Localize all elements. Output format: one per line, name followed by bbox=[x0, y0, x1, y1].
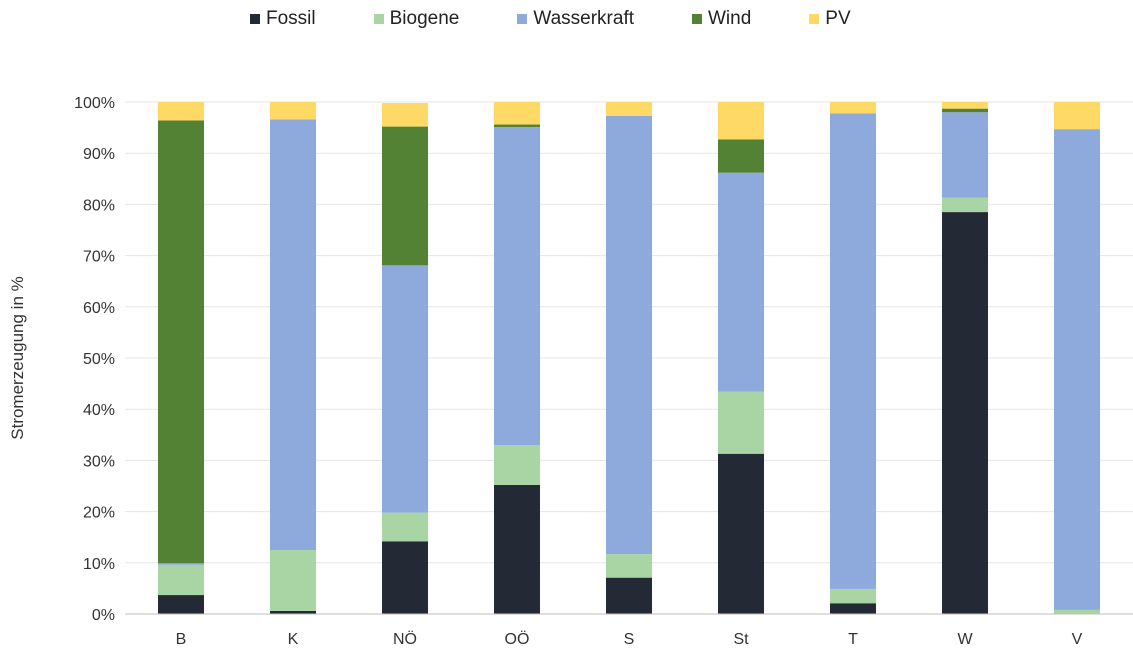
legend-label: Biogene bbox=[389, 8, 460, 29]
bar-pv-V bbox=[1054, 102, 1100, 130]
bar-biogene-W bbox=[942, 197, 988, 213]
bar-wasserkraft-NÖ bbox=[382, 265, 428, 513]
bar-wasserkraft-B bbox=[158, 563, 204, 565]
x-tick-label: NÖ bbox=[393, 630, 417, 648]
x-tick-label: V bbox=[1072, 631, 1083, 648]
legend-label: PV bbox=[825, 8, 851, 29]
bar-fossil-NÖ bbox=[382, 541, 428, 614]
bar-biogene-OÖ bbox=[494, 445, 540, 485]
bar-pv-NÖ bbox=[382, 103, 428, 127]
bar-fossil-K bbox=[270, 610, 316, 614]
x-tick-label: K bbox=[288, 631, 299, 648]
y-tick-label: 40% bbox=[83, 402, 115, 419]
x-tick-label: S bbox=[624, 631, 635, 648]
bar-biogene-B bbox=[158, 564, 204, 596]
x-tick-label: T bbox=[848, 631, 858, 648]
bar-pv-T bbox=[830, 102, 876, 114]
legend-swatch bbox=[517, 14, 528, 24]
y-tick-label: 60% bbox=[83, 300, 115, 317]
y-tick-label: 20% bbox=[83, 505, 115, 522]
bar-biogene-V bbox=[1054, 609, 1100, 614]
bar-biogene-T bbox=[830, 588, 876, 604]
bar-wasserkraft-W bbox=[942, 112, 988, 198]
bar-biogene-S bbox=[606, 554, 652, 578]
bar-wasserkraft-OÖ bbox=[494, 127, 540, 446]
legend-item-wasserkraft: Wasserkraft bbox=[517, 8, 634, 30]
bar-biogene-NÖ bbox=[382, 512, 428, 542]
legend-label: Fossil bbox=[266, 8, 316, 29]
legend-swatch bbox=[809, 14, 820, 24]
bar-wind-OÖ bbox=[494, 124, 540, 128]
legend-item-wind: Wind bbox=[692, 8, 751, 30]
bar-pv-K bbox=[270, 102, 316, 120]
bar-pv-W bbox=[942, 102, 988, 109]
x-tick-label: St bbox=[733, 631, 749, 648]
bar-pv-OÖ bbox=[494, 102, 540, 125]
bar-pv-S bbox=[606, 102, 652, 116]
bar-wasserkraft-T bbox=[830, 113, 876, 589]
bar-fossil-OÖ bbox=[494, 484, 540, 614]
legend-label: Wasserkraft bbox=[533, 8, 634, 29]
x-tick-label: B bbox=[176, 631, 187, 648]
bar-fossil-S bbox=[606, 577, 652, 614]
legend-item-pv: PV bbox=[809, 8, 851, 30]
bar-fossil-St bbox=[718, 453, 764, 614]
bar-biogene-K bbox=[270, 550, 316, 611]
y-tick-label: 100% bbox=[74, 95, 115, 112]
y-tick-label: 10% bbox=[83, 556, 115, 573]
bar-fossil-B bbox=[158, 595, 204, 614]
legend-swatch bbox=[250, 14, 260, 24]
legend: Fossil Biogene Wasserkraft Wind PV bbox=[0, 8, 1133, 30]
bar-biogene-St bbox=[718, 391, 764, 454]
legend-label: Wind bbox=[708, 8, 752, 29]
x-tick-label: OÖ bbox=[505, 630, 530, 648]
y-tick-label: 30% bbox=[83, 453, 115, 470]
bar-wind-W bbox=[942, 108, 988, 113]
bar-wasserkraft-St bbox=[718, 172, 764, 392]
y-tick-label: 0% bbox=[92, 607, 115, 624]
bar-pv-B bbox=[158, 102, 204, 121]
legend-item-biogene: Biogene bbox=[373, 8, 460, 30]
legend-swatch bbox=[692, 14, 702, 24]
bar-wasserkraft-S bbox=[606, 115, 652, 555]
y-tick-label: 50% bbox=[83, 351, 115, 368]
bar-fossil-T bbox=[830, 603, 876, 614]
y-tick-label: 70% bbox=[83, 249, 115, 266]
bar-wind-B bbox=[158, 120, 204, 564]
bar-wasserkraft-K bbox=[270, 119, 316, 551]
bar-wind-NÖ bbox=[382, 126, 428, 266]
bar-wind-St bbox=[718, 139, 764, 173]
x-tick-label: W bbox=[957, 631, 973, 648]
y-tick-label: 90% bbox=[83, 146, 115, 163]
bar-wasserkraft-V bbox=[1054, 129, 1100, 610]
bar-pv-St bbox=[718, 102, 764, 140]
legend-item-fossil: Fossil bbox=[250, 8, 316, 30]
bar-fossil-W bbox=[942, 212, 988, 614]
legend-swatch bbox=[373, 14, 384, 24]
y-tick-label: 80% bbox=[83, 197, 115, 214]
